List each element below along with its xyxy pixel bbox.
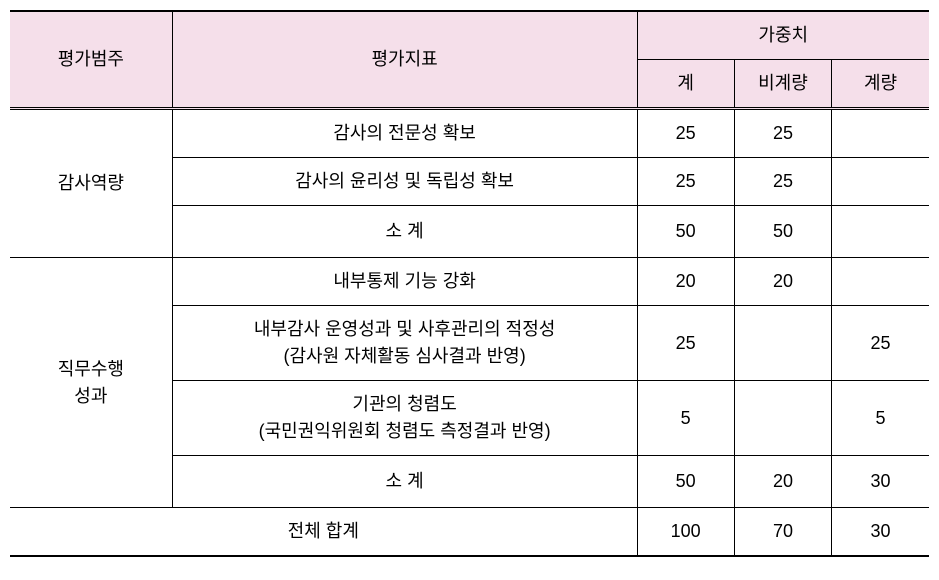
weight-nonquant-cell: 25 bbox=[734, 158, 831, 206]
category-cell: 감사역량 bbox=[10, 109, 172, 258]
subtotal-total: 50 bbox=[637, 456, 734, 508]
grand-total-total: 100 bbox=[637, 508, 734, 557]
subtotal-label: 소 계 bbox=[172, 456, 637, 508]
indicator-cell: 감사의 윤리성 및 독립성 확보 bbox=[172, 158, 637, 206]
table-row: 직무수행성과내부통제 기능 강화2020 bbox=[10, 258, 929, 306]
subtotal-label: 소 계 bbox=[172, 206, 637, 258]
header-weight-quant: 계량 bbox=[832, 60, 929, 109]
header-category: 평가범주 bbox=[10, 11, 172, 109]
indicator-cell: 감사의 전문성 확보 bbox=[172, 109, 637, 158]
subtotal-nonquant: 50 bbox=[734, 206, 831, 258]
subtotal-nonquant: 20 bbox=[734, 456, 831, 508]
indicator-cell: 내부통제 기능 강화 bbox=[172, 258, 637, 306]
grand-total-row: 전체 합계1007030 bbox=[10, 508, 929, 557]
grand-total-nonquant: 70 bbox=[734, 508, 831, 557]
weight-total-cell: 25 bbox=[637, 109, 734, 158]
weight-quant-cell bbox=[832, 258, 929, 306]
weight-total-cell: 25 bbox=[637, 158, 734, 206]
indicator-cell: 내부감사 운영성과 및 사후관리의 적정성(감사원 자체활동 심사결과 반영) bbox=[172, 306, 637, 381]
weight-total-cell: 25 bbox=[637, 306, 734, 381]
weight-total-cell: 5 bbox=[637, 381, 734, 456]
subtotal-total: 50 bbox=[637, 206, 734, 258]
header-weight-nonquant: 비계량 bbox=[734, 60, 831, 109]
weight-quant-cell bbox=[832, 109, 929, 158]
weight-nonquant-cell bbox=[734, 381, 831, 456]
header-indicator: 평가지표 bbox=[172, 11, 637, 109]
indicator-cell: 기관의 청렴도(국민권익위원회 청렴도 측정결과 반영) bbox=[172, 381, 637, 456]
category-cell: 직무수행성과 bbox=[10, 258, 172, 508]
weight-quant-cell: 25 bbox=[832, 306, 929, 381]
grand-total-quant: 30 bbox=[832, 508, 929, 557]
subtotal-quant bbox=[832, 206, 929, 258]
weight-nonquant-cell: 20 bbox=[734, 258, 831, 306]
subtotal-quant: 30 bbox=[832, 456, 929, 508]
weight-quant-cell bbox=[832, 158, 929, 206]
weight-total-cell: 20 bbox=[637, 258, 734, 306]
header-weight-total: 계 bbox=[637, 60, 734, 109]
evaluation-table: 평가범주 평가지표 가중치 계 비계량 계량 감사역량감사의 전문성 확보252… bbox=[10, 10, 929, 557]
weight-nonquant-cell bbox=[734, 306, 831, 381]
weight-quant-cell: 5 bbox=[832, 381, 929, 456]
table-row: 감사역량감사의 전문성 확보2525 bbox=[10, 109, 929, 158]
grand-total-label: 전체 합계 bbox=[10, 508, 637, 557]
weight-nonquant-cell: 25 bbox=[734, 109, 831, 158]
header-weight-group: 가중치 bbox=[637, 11, 929, 60]
